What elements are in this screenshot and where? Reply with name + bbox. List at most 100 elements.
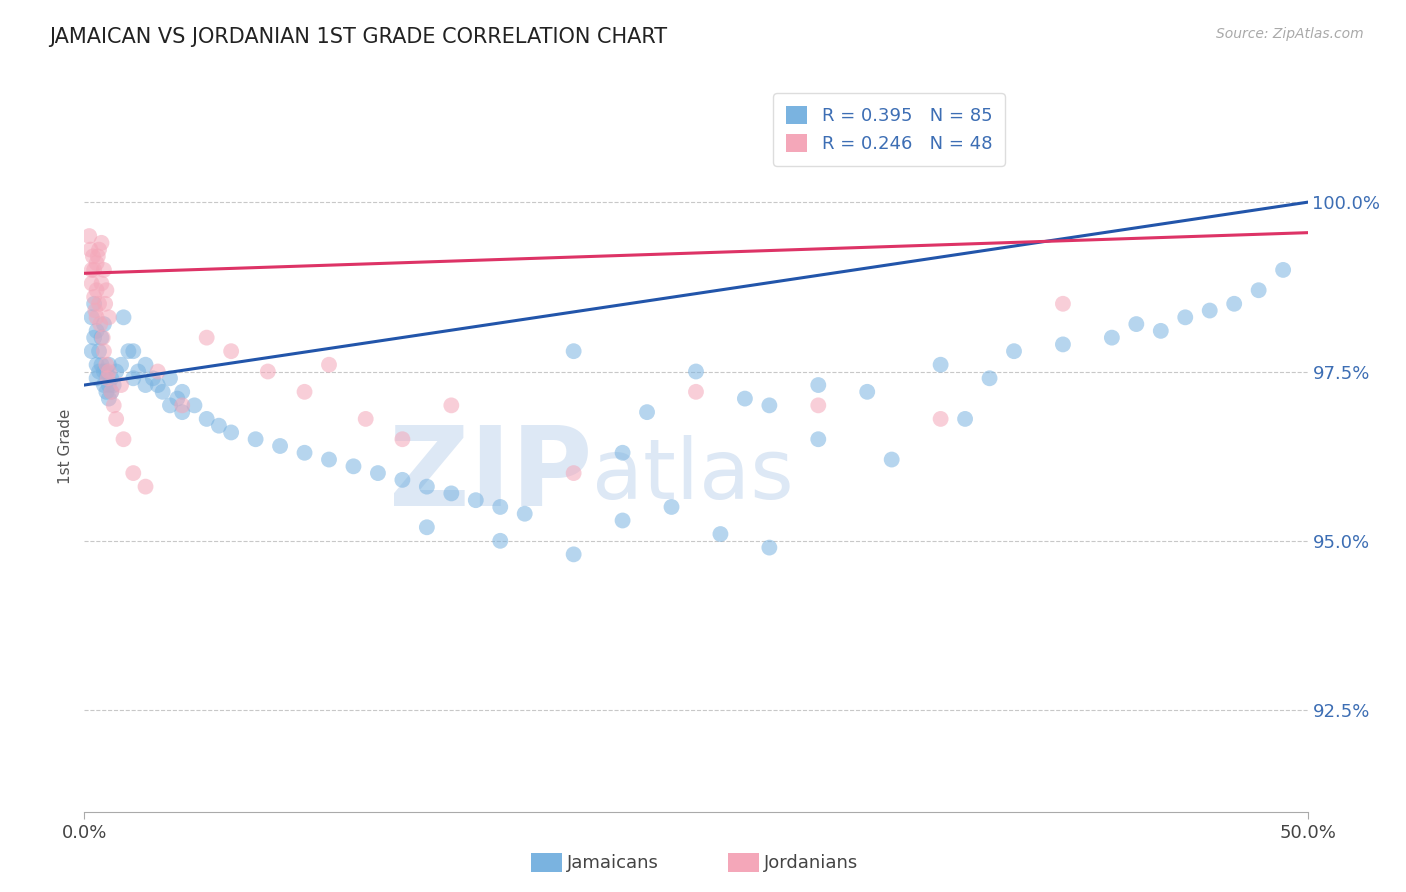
- Point: [257, 364, 280, 378]
- Point: [269, 439, 291, 453]
- Point: [1247, 283, 1270, 297]
- Point: [513, 507, 536, 521]
- Point: [135, 378, 157, 392]
- Point: [83, 297, 105, 311]
- Point: [86, 371, 108, 385]
- Point: [110, 358, 132, 372]
- Point: [90, 358, 112, 372]
- Point: [93, 378, 115, 392]
- Point: [219, 344, 242, 359]
- Point: [83, 290, 105, 304]
- Point: [105, 364, 128, 378]
- Point: [159, 398, 181, 412]
- Point: [953, 412, 976, 426]
- Point: [96, 283, 118, 297]
- Text: Jordanians: Jordanians: [763, 854, 858, 871]
- Point: [152, 384, 174, 399]
- Point: [562, 547, 585, 561]
- Point: [856, 384, 879, 399]
- Point: [172, 405, 194, 419]
- Point: [416, 480, 439, 494]
- Point: [342, 459, 364, 474]
- Point: [979, 371, 1001, 385]
- Point: [661, 500, 683, 514]
- Text: Jamaicans: Jamaicans: [567, 854, 658, 871]
- Point: [734, 392, 756, 406]
- Point: [86, 310, 108, 325]
- Point: [96, 384, 118, 399]
- Point: [103, 378, 125, 392]
- Point: [758, 398, 780, 412]
- Point: [94, 297, 117, 311]
- Text: ZIP: ZIP: [388, 422, 592, 529]
- Point: [440, 486, 463, 500]
- Point: [758, 541, 780, 555]
- Point: [1272, 263, 1295, 277]
- Point: [880, 452, 903, 467]
- Point: [166, 392, 188, 406]
- Point: [93, 364, 115, 378]
- Point: [172, 384, 194, 399]
- Point: [440, 398, 463, 412]
- Point: [93, 344, 115, 359]
- Point: [929, 412, 952, 426]
- Point: [1002, 344, 1025, 359]
- Point: [100, 371, 122, 385]
- Point: [80, 263, 103, 277]
- Point: [146, 378, 169, 392]
- Point: [82, 249, 104, 263]
- Point: [90, 235, 112, 250]
- Point: [146, 364, 169, 378]
- Point: [489, 533, 512, 548]
- Point: [79, 243, 101, 257]
- Point: [294, 384, 316, 399]
- Point: [90, 331, 112, 345]
- Point: [93, 317, 115, 331]
- Point: [90, 277, 112, 291]
- Point: [122, 344, 145, 359]
- Point: [562, 344, 585, 359]
- Point: [83, 331, 105, 345]
- Point: [159, 371, 181, 385]
- Point: [208, 418, 231, 433]
- Point: [612, 514, 634, 528]
- Point: [97, 378, 120, 392]
- Point: [86, 283, 108, 297]
- Point: [318, 452, 340, 467]
- Point: [1150, 324, 1173, 338]
- Point: [84, 303, 107, 318]
- Point: [93, 263, 115, 277]
- Point: [219, 425, 242, 440]
- Point: [489, 500, 512, 514]
- Point: [86, 256, 108, 270]
- Point: [195, 331, 218, 345]
- Point: [87, 249, 110, 263]
- Point: [87, 297, 110, 311]
- Point: [391, 432, 413, 446]
- Point: [1198, 303, 1220, 318]
- Point: [391, 473, 413, 487]
- Point: [105, 412, 128, 426]
- Point: [89, 317, 111, 331]
- Point: [318, 358, 340, 372]
- Point: [80, 310, 103, 325]
- Point: [97, 371, 120, 385]
- Point: [354, 412, 377, 426]
- Point: [96, 364, 118, 378]
- Point: [86, 358, 108, 372]
- Point: [77, 229, 100, 244]
- Point: [86, 324, 108, 338]
- Text: atlas: atlas: [592, 434, 794, 516]
- Point: [807, 378, 830, 392]
- Point: [1174, 310, 1197, 325]
- Y-axis label: 1st Grade: 1st Grade: [58, 409, 73, 483]
- Point: [87, 243, 110, 257]
- Point: [97, 310, 120, 325]
- Point: [1223, 297, 1246, 311]
- Point: [685, 384, 707, 399]
- Point: [1052, 337, 1074, 351]
- Point: [685, 364, 707, 378]
- Text: Source: ZipAtlas.com: Source: ZipAtlas.com: [1216, 27, 1364, 41]
- Point: [367, 466, 389, 480]
- Point: [122, 371, 145, 385]
